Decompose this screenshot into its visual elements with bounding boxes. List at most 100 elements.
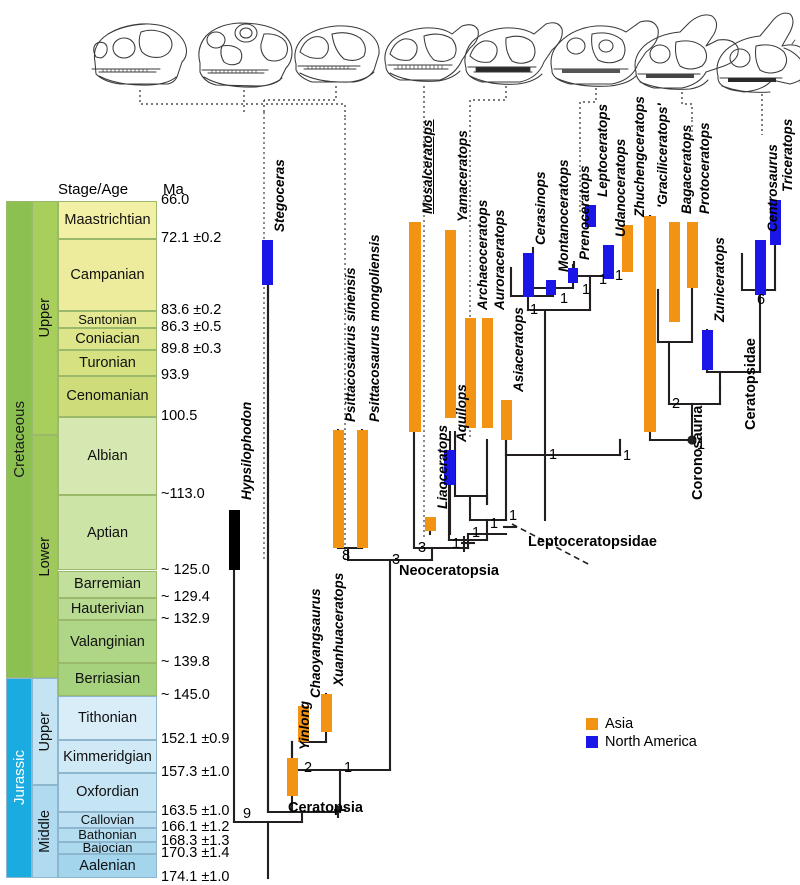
ma-label-3: 86.3 ±0.5	[161, 319, 222, 336]
range-bars	[229, 200, 781, 796]
clade-label-leptoceratopsidae: Leptoceratopsidae	[528, 534, 657, 550]
stage-cell-bajocian: Bajocian	[58, 841, 157, 855]
stage-cell-hauterivian: Hauterivian	[58, 598, 157, 620]
taxon-label-archaeoceratops: Archaeoceratops	[475, 199, 490, 310]
stage-label-maastrichtian: Maastrichtian	[64, 212, 151, 229]
range-bar-psittacosaurus-mongoliensis	[357, 430, 368, 548]
column-header-ma: Ma	[163, 181, 184, 198]
range-bar-yamaceratops	[445, 230, 456, 418]
skull-icon-4	[384, 24, 479, 82]
range-bar-aquilops	[444, 450, 455, 485]
ma-label-0: 66.0	[161, 192, 190, 208]
taxon-label-bagaceratops: Bagaceratops	[679, 124, 694, 214]
stage-cell-cenomanian: Cenomanian	[58, 375, 157, 418]
skull-icon-5	[464, 22, 563, 85]
support-value-9: 1	[509, 508, 518, 524]
stage-cell-campanian: Campanian	[58, 239, 157, 312]
legend-label-north-america: North America	[605, 733, 697, 750]
clade-label-neoceratopsia: Neoceratopsia	[399, 563, 499, 579]
range-bar-mosaiceratops	[409, 222, 421, 432]
taxon-label-montanoceratops: Montanoceratops	[556, 159, 571, 272]
range-bar-zhuchengceratops	[622, 225, 633, 272]
range-bar-leptoceratops	[585, 205, 596, 227]
column-header-stage: Stage/Age	[58, 181, 129, 198]
stage-label-tithonian: Tithonian	[77, 709, 138, 726]
ma-label-8: ~ 125.0	[161, 561, 210, 578]
support-value-1: 1	[344, 760, 353, 776]
stage-label-coniacian: Coniacian	[75, 331, 140, 348]
taxon-label-stegoceras: Stegoceras	[272, 159, 287, 232]
taxon-label-zuniceratops: Zuniceratops	[712, 237, 727, 322]
taxon-label-cerasinops: Cerasinops	[533, 171, 548, 245]
support-value-14: 1	[599, 272, 608, 288]
stage-cell-santonian: Santonian	[58, 311, 157, 329]
stage-label-campanian: Campanian	[70, 267, 145, 284]
taxon-label-yinlong: Yinlong	[297, 701, 312, 750]
stage-cell-maastrichtian: Maastrichtian	[58, 201, 157, 240]
taxon-label-graciliceratops: 'Graciliceratops'	[655, 103, 670, 208]
taxon-label-centrosaurus: Centrosaurus	[765, 144, 780, 232]
support-value-11: 1	[530, 302, 539, 318]
taxon-label-zhuchengceratops: Zhuchengceratops	[632, 96, 647, 217]
stage-label-santonian: Santonian	[78, 312, 137, 328]
series-cretaceous-lower: Lower	[32, 435, 58, 678]
support-value-13: 1	[582, 282, 591, 298]
taxon-label-leptoceratops: Leptoceratops	[595, 103, 610, 197]
skull-icon-7	[634, 14, 739, 90]
taxon-label-prenoceratops: Prenoceratops	[577, 165, 592, 260]
support-value-7: 1	[472, 525, 481, 541]
support-value-8: 1	[490, 516, 499, 532]
ma-label-13: 152.1 ±0.9	[161, 731, 230, 748]
range-bar-psittacosaurus-sinensis	[333, 430, 344, 548]
stage-cell-aptian: Aptian	[58, 495, 157, 571]
taxon-label-udanoceratops: Udanoceratops	[613, 138, 628, 237]
taxon-label-psittacosaurus-mongoliensis: Psittacosaurus mongoliensis	[367, 234, 382, 422]
ma-label-6: 100.5	[161, 408, 198, 425]
stage-label-berriasian: Berriasian	[74, 671, 141, 688]
ma-label-12: ~ 145.0	[161, 686, 210, 703]
legend-swatch-north-america	[586, 735, 598, 748]
ma-label-5: 93.9	[161, 366, 190, 383]
cladogram-branches	[232, 214, 777, 880]
ma-label-18: 170.3 ±1.4	[161, 845, 230, 862]
legend-swatch-asia	[586, 718, 598, 731]
stage-label-bathonian: Bathonian	[78, 827, 137, 842]
range-bar-montanoceratops	[546, 280, 556, 295]
support-value-18: 1	[697, 437, 706, 453]
support-value-0: 9	[243, 806, 252, 822]
range-bar-udanoceratops	[603, 245, 614, 279]
stage-cell-kimmeridgian: Kimmeridgian	[58, 740, 157, 773]
ma-label-2: 83.6 ±0.2	[161, 302, 222, 319]
support-value-19: 6	[757, 292, 766, 308]
range-bar-auroraceratops	[482, 318, 493, 428]
stage-cell-aalenian: Aalenian	[58, 854, 157, 878]
ma-label-1: 72.1 ±0.2	[161, 230, 222, 247]
legend-item-asia: Asia	[586, 717, 697, 732]
support-value-17: 1	[623, 448, 632, 464]
series-cretaceous-upper: Upper	[32, 201, 58, 435]
range-bar-bagaceratops	[669, 222, 680, 322]
stage-label-aptian: Aptian	[86, 524, 129, 541]
taxon-label-xuanhuaceratops: Xuanhuaceratops	[331, 572, 346, 686]
range-bar-hypsilophodon	[229, 510, 240, 570]
ma-label-11: ~ 139.8	[161, 654, 210, 671]
ma-label-10: ~ 132.9	[161, 610, 210, 627]
stage-cell-bathonian: Bathonian	[58, 827, 157, 842]
period-jurassic: Jurassic	[6, 678, 32, 878]
range-bar-liaoceratops	[425, 517, 436, 531]
stage-cell-berriasian: Berriasian	[58, 663, 157, 696]
taxon-label-triceratops: Triceratops	[780, 118, 795, 192]
taxon-label-chaoyangsaurus: Chaoyangsaurus	[308, 588, 323, 698]
stage-label-oxfordian: Oxfordian	[76, 784, 139, 801]
taxon-label-psittacosaurus-sinensis: Psittacosaurus sinensis	[343, 267, 358, 422]
skull-icon-1	[91, 23, 188, 86]
stage-label-barremian: Barremian	[74, 576, 141, 593]
skull-icon-8	[716, 12, 800, 93]
skull-icon-2	[198, 22, 293, 88]
stage-cell-tithonian: Tithonian	[58, 695, 157, 741]
support-value-10: 1	[549, 447, 558, 463]
branch-hash-marks	[334, 525, 517, 818]
taxon-label-mosaiceratops: Mosaiceratops	[420, 119, 435, 214]
range-bar-prenoceratops	[568, 268, 578, 283]
taxon-label-protoceratops: Protoceratops	[697, 122, 712, 214]
